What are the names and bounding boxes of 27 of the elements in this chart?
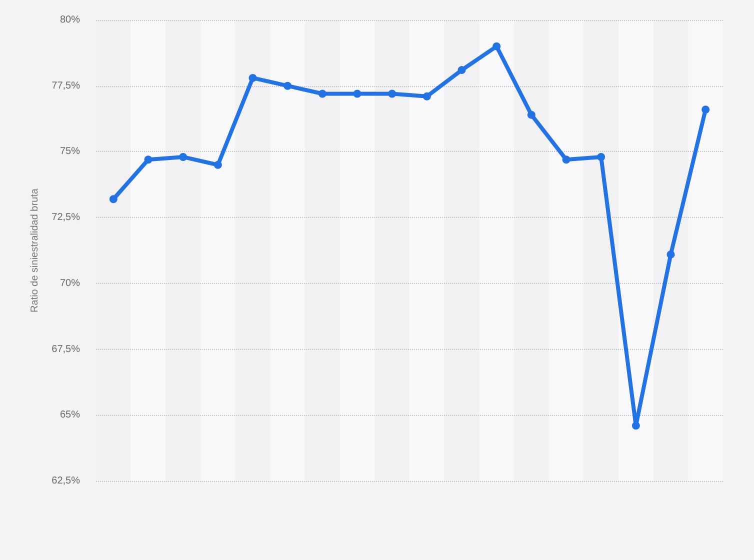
point	[492, 42, 501, 50]
point	[248, 74, 257, 82]
y-tick-label: 72,5%	[52, 212, 80, 224]
y-axis-title: Ratio de siniestralidad bruta	[30, 188, 40, 312]
y-tick-label: 80%	[60, 14, 80, 26]
y-tick-label: 70%	[60, 278, 80, 289]
y-tick-label: 67,5%	[52, 344, 80, 355]
point	[109, 195, 118, 204]
point	[458, 66, 466, 74]
y-tick-label: 77,5%	[52, 80, 80, 92]
point	[353, 90, 362, 98]
point	[144, 156, 152, 164]
y-tick-label: 75%	[60, 146, 80, 158]
y-tick-label: 62,5%	[52, 476, 80, 486]
point	[422, 92, 431, 100]
point	[702, 106, 710, 114]
point	[562, 156, 570, 164]
point	[527, 110, 536, 119]
point	[666, 250, 675, 258]
point	[632, 422, 640, 430]
point	[388, 90, 396, 98]
point	[318, 90, 326, 98]
y-tick-label: 65%	[60, 410, 80, 421]
point	[179, 152, 188, 161]
point	[214, 160, 222, 169]
point	[284, 82, 292, 90]
point	[597, 152, 606, 161]
